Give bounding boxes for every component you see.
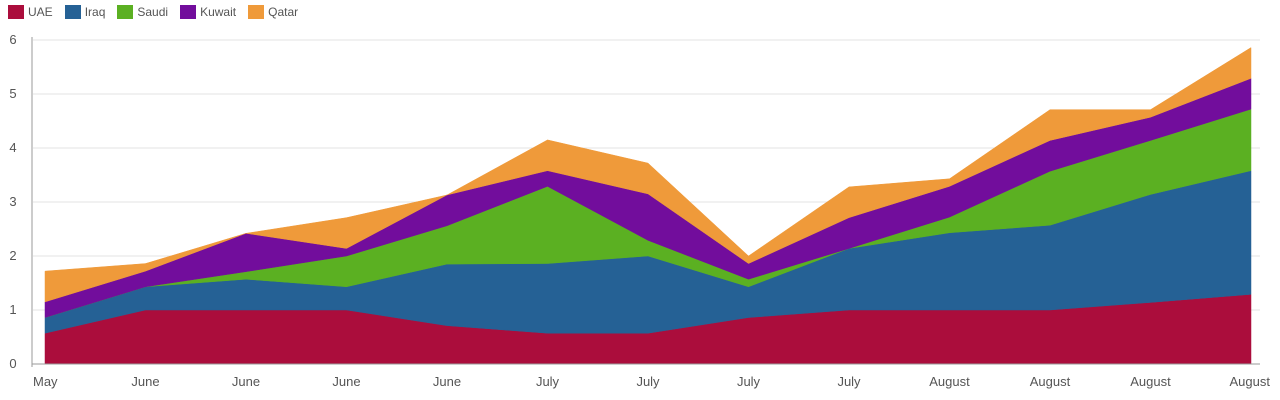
legend: UAE Iraq Saudi Kuwait Qatar	[8, 5, 298, 19]
legend-item-qatar[interactable]: Qatar	[248, 5, 298, 19]
y-tick-label: 0	[9, 356, 16, 371]
x-tick-label: August	[1230, 374, 1271, 389]
legend-item-saudi[interactable]: Saudi	[117, 5, 168, 19]
legend-label: Saudi	[137, 5, 169, 19]
x-tick-label: June	[232, 374, 260, 389]
legend-item-iraq[interactable]: Iraq	[64, 5, 106, 19]
y-tick-label: 5	[9, 86, 16, 101]
x-tick-label: July	[737, 374, 761, 389]
x-tick-label: July	[636, 374, 660, 389]
y-tick-label: 2	[9, 248, 16, 263]
legend-label: UAE	[28, 5, 53, 19]
y-tick-label: 3	[9, 194, 16, 209]
y-tick-label: 1	[9, 302, 16, 317]
area-series-qatar[interactable]	[44, 47, 1252, 303]
x-tick-label: June	[433, 374, 461, 389]
y-tick-label: 6	[9, 32, 16, 47]
x-tick-label: June	[131, 374, 159, 389]
legend-label: Qatar	[268, 5, 299, 19]
x-tick-label: June	[332, 374, 360, 389]
x-tick-label: August	[1030, 374, 1071, 389]
x-tick-label: August	[1130, 374, 1171, 389]
legend-label: Iraq	[84, 5, 106, 19]
legend-item-kuwait[interactable]: Kuwait	[180, 5, 236, 19]
legend-swatch	[117, 5, 134, 19]
legend-swatch	[248, 5, 265, 19]
x-tick-label: July	[536, 374, 560, 389]
x-tick-label: May	[33, 374, 58, 389]
x-tick-label: August	[929, 374, 970, 389]
legend-item-uae[interactable]: UAE	[8, 5, 53, 19]
legend-swatch	[180, 5, 197, 19]
legend-label: Kuwait	[200, 5, 237, 19]
legend-swatch	[64, 5, 81, 19]
y-tick-label: 4	[9, 140, 16, 155]
x-tick-label: July	[837, 374, 861, 389]
legend-swatch	[8, 5, 24, 19]
